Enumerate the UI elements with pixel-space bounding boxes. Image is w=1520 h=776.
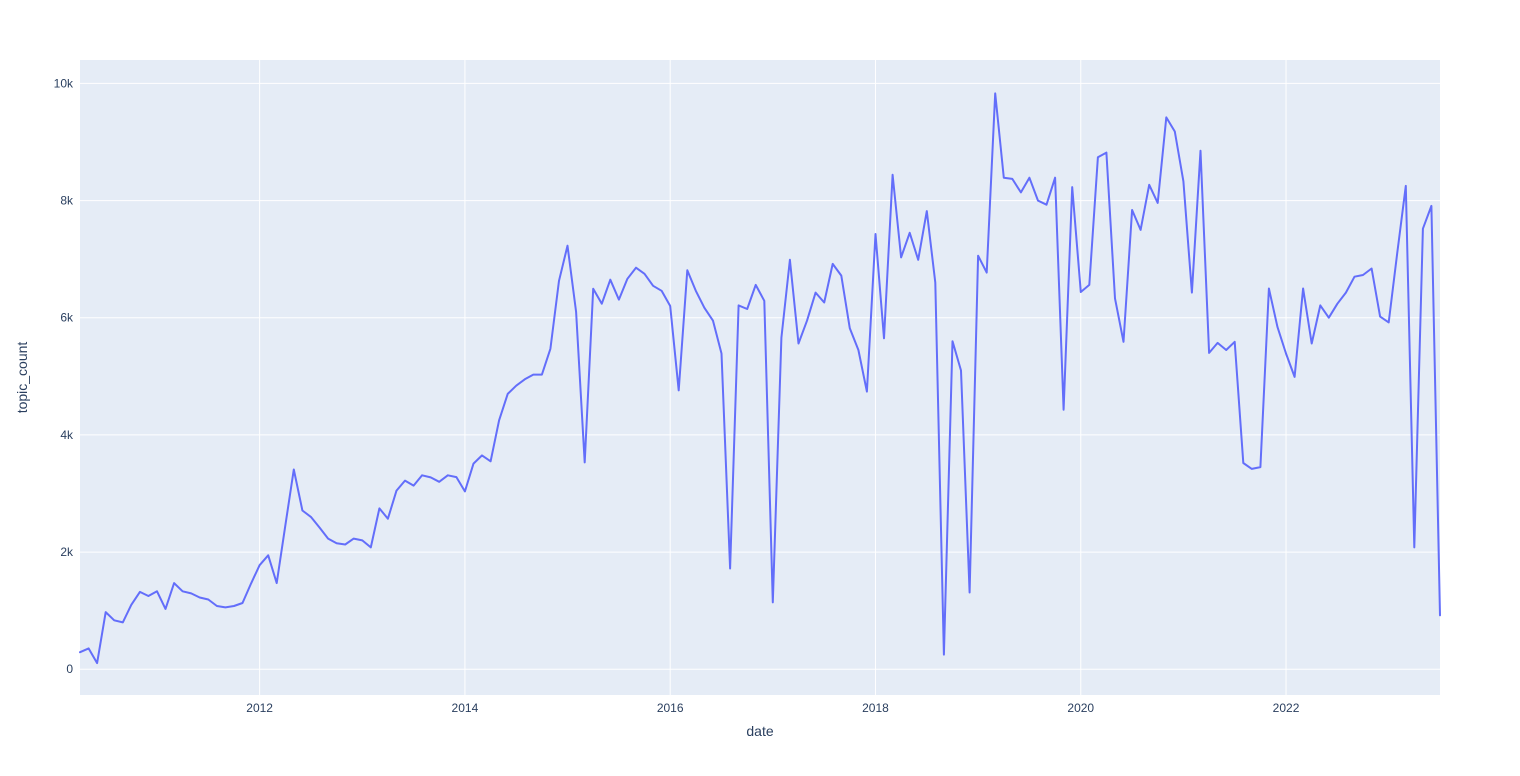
- y-tick-label: 4k: [60, 428, 74, 442]
- x-axis-title: date: [746, 723, 773, 739]
- y-tick-label: 6k: [60, 311, 74, 325]
- y-axis-title: topic_count: [14, 342, 30, 414]
- topic-count-line: [79, 92, 1441, 665]
- y-tick-label: 10k: [54, 76, 74, 90]
- plot-background: [80, 60, 1440, 695]
- gridlines: [80, 60, 1440, 695]
- x-tick-label: 2016: [657, 701, 684, 715]
- x-tick-label: 2014: [452, 701, 479, 715]
- y-tick-label: 0: [66, 662, 73, 676]
- y-tick-label: 2k: [60, 545, 74, 559]
- topic-count-line-series: [79, 92, 1441, 665]
- x-tick-label: 2012: [246, 701, 273, 715]
- x-axis-tick-labels: 2012 2014 2016 2018 2020 2022: [246, 701, 1299, 715]
- x-tick-label: 2018: [862, 701, 889, 715]
- y-tick-label: 8k: [60, 194, 74, 208]
- x-tick-label: 2020: [1067, 701, 1094, 715]
- y-axis-tick-labels: 0 2k 4k 6k 8k 10k: [54, 76, 74, 676]
- x-tick-label: 2022: [1273, 701, 1300, 715]
